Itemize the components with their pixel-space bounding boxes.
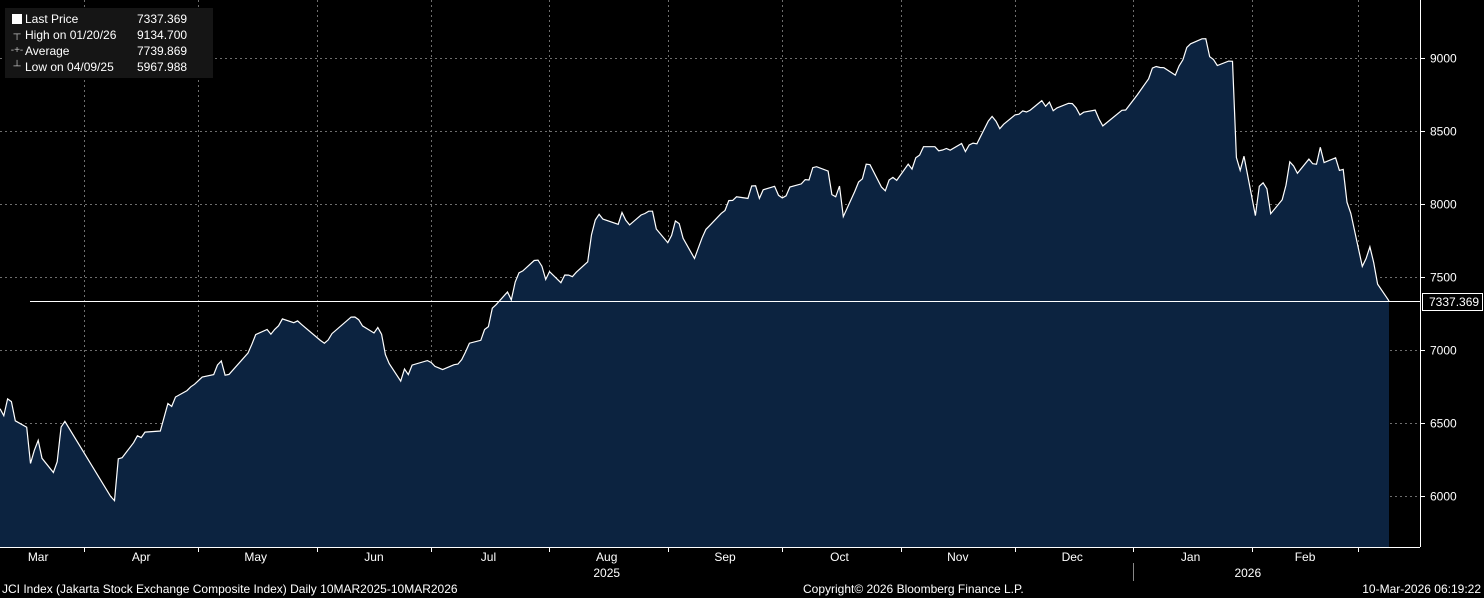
x-tick-label: Apr <box>132 550 151 564</box>
last-price-tag: 7337.369 <box>1422 292 1484 311</box>
footer-copyright: Copyright© 2026 Bloomberg Finance L.P. <box>803 582 1024 596</box>
legend-value: 5967.988 <box>137 60 188 74</box>
legend-label: Average <box>25 44 70 58</box>
y-tick-label: 6500 <box>1430 417 1457 431</box>
x-tick-label: May <box>244 550 267 564</box>
legend-value: 7739.869 <box>137 44 188 58</box>
square-icon <box>9 11 25 27</box>
legend-label: Last Price <box>25 12 79 26</box>
x-tick-label: Mar <box>28 550 49 564</box>
footer-timestamp: 10-Mar-2026 06:19:22 <box>1362 582 1481 596</box>
y-tick-label: 7000 <box>1430 344 1457 358</box>
x-tick-label: Jan <box>1181 550 1200 564</box>
low-marker-icon: ┴ <box>13 61 21 72</box>
y-tick-label: 8500 <box>1430 125 1457 139</box>
y-tick-label: 7500 <box>1430 271 1457 285</box>
y-tick-label: 9000 <box>1430 52 1457 66</box>
x-year-label: 2026 <box>1234 566 1261 580</box>
x-year-label: 2025 <box>593 566 620 580</box>
legend: Last Price 7337.369 ┬ High on 01/20/26 9… <box>5 8 213 78</box>
legend-row-low: ┴ Low on 04/09/25 5967.988 <box>9 59 213 75</box>
x-tick-label: Jul <box>481 550 496 564</box>
x-tick-label: Nov <box>947 550 968 564</box>
average-line-icon: -+- <box>10 45 24 56</box>
footer-security-description: JCI Index (Jakarta Stock Exchange Compos… <box>2 582 458 596</box>
legend-row-average: -+- Average 7739.869 <box>9 43 213 59</box>
y-axis-ticks: 6000 6500 7000 7500 8000 8500 9000 <box>1420 52 1457 504</box>
x-tick-label: Jun <box>364 550 383 564</box>
y-tick-label: 6000 <box>1430 490 1457 504</box>
x-tick-label: Aug <box>596 550 617 564</box>
legend-row-high: ┬ High on 01/20/26 9134.700 <box>9 27 213 43</box>
price-area <box>0 38 1389 547</box>
x-tick-label: Feb <box>1295 550 1316 564</box>
legend-label: High on 01/20/26 <box>25 28 117 42</box>
high-marker-icon: ┬ <box>13 29 21 40</box>
y-tick-label: 8000 <box>1430 198 1457 212</box>
x-tick-label: Dec <box>1062 550 1083 564</box>
x-tick-label: Oct <box>830 550 849 564</box>
x-axis-ticks: Mar Apr May Jun Jul Aug Sep Oct Nov Dec Jan Feb 2025… <box>28 547 1359 581</box>
legend-row-last-price: Last Price 7337.369 <box>9 11 213 27</box>
price-line <box>0 38 1390 502</box>
legend-value: 9134.700 <box>137 28 188 42</box>
x-tick-label: Sep <box>714 550 736 564</box>
legend-value: 7337.369 <box>137 12 188 26</box>
legend-label: Low on 04/09/25 <box>25 60 114 74</box>
chart-axes <box>0 0 1421 548</box>
